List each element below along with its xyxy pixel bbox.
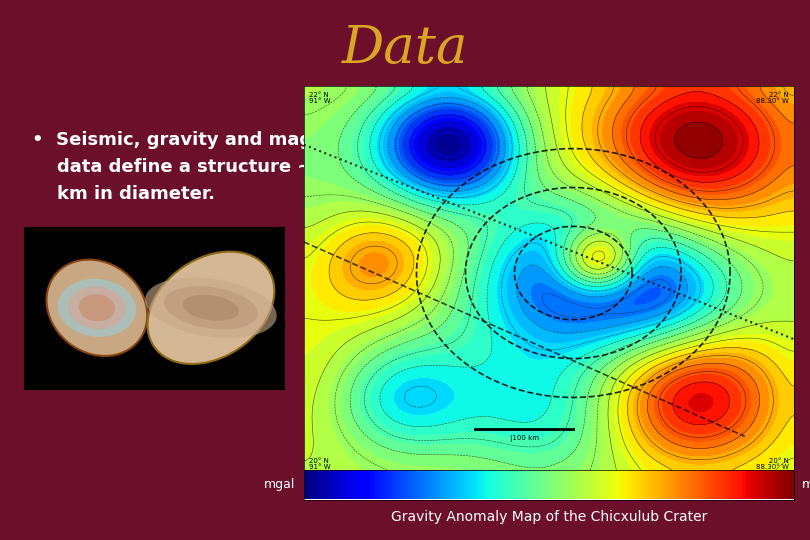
Text: mgal: mgal — [802, 478, 810, 491]
Text: 91° W: 91° W — [309, 98, 330, 104]
Ellipse shape — [46, 260, 147, 356]
Text: data define a structure ~180: data define a structure ~180 — [32, 158, 351, 177]
Text: Data: Data — [342, 23, 468, 74]
Text: 88.30° W: 88.30° W — [756, 98, 789, 104]
Ellipse shape — [68, 287, 126, 329]
Text: km in diameter.: km in diameter. — [32, 185, 215, 204]
Ellipse shape — [145, 278, 277, 338]
Ellipse shape — [164, 286, 258, 329]
Text: •  Seismic, gravity and magnetic: • Seismic, gravity and magnetic — [32, 131, 363, 150]
Text: 20° N: 20° N — [309, 457, 329, 463]
Ellipse shape — [147, 252, 275, 364]
Text: 22° N: 22° N — [770, 92, 789, 98]
Text: 91° W: 91° W — [309, 463, 330, 470]
Text: mgal: mgal — [264, 478, 296, 491]
Text: 22° N: 22° N — [309, 92, 328, 98]
Text: 88.30° W: 88.30° W — [756, 463, 789, 470]
Text: Gravity Anomaly Map of the Chicxulub Crater: Gravity Anomaly Map of the Chicxulub Cra… — [390, 510, 707, 524]
Ellipse shape — [58, 279, 136, 337]
Text: 20° N: 20° N — [769, 457, 789, 463]
Ellipse shape — [183, 295, 239, 321]
Text: |100 km: |100 km — [509, 435, 539, 442]
Ellipse shape — [79, 294, 115, 321]
